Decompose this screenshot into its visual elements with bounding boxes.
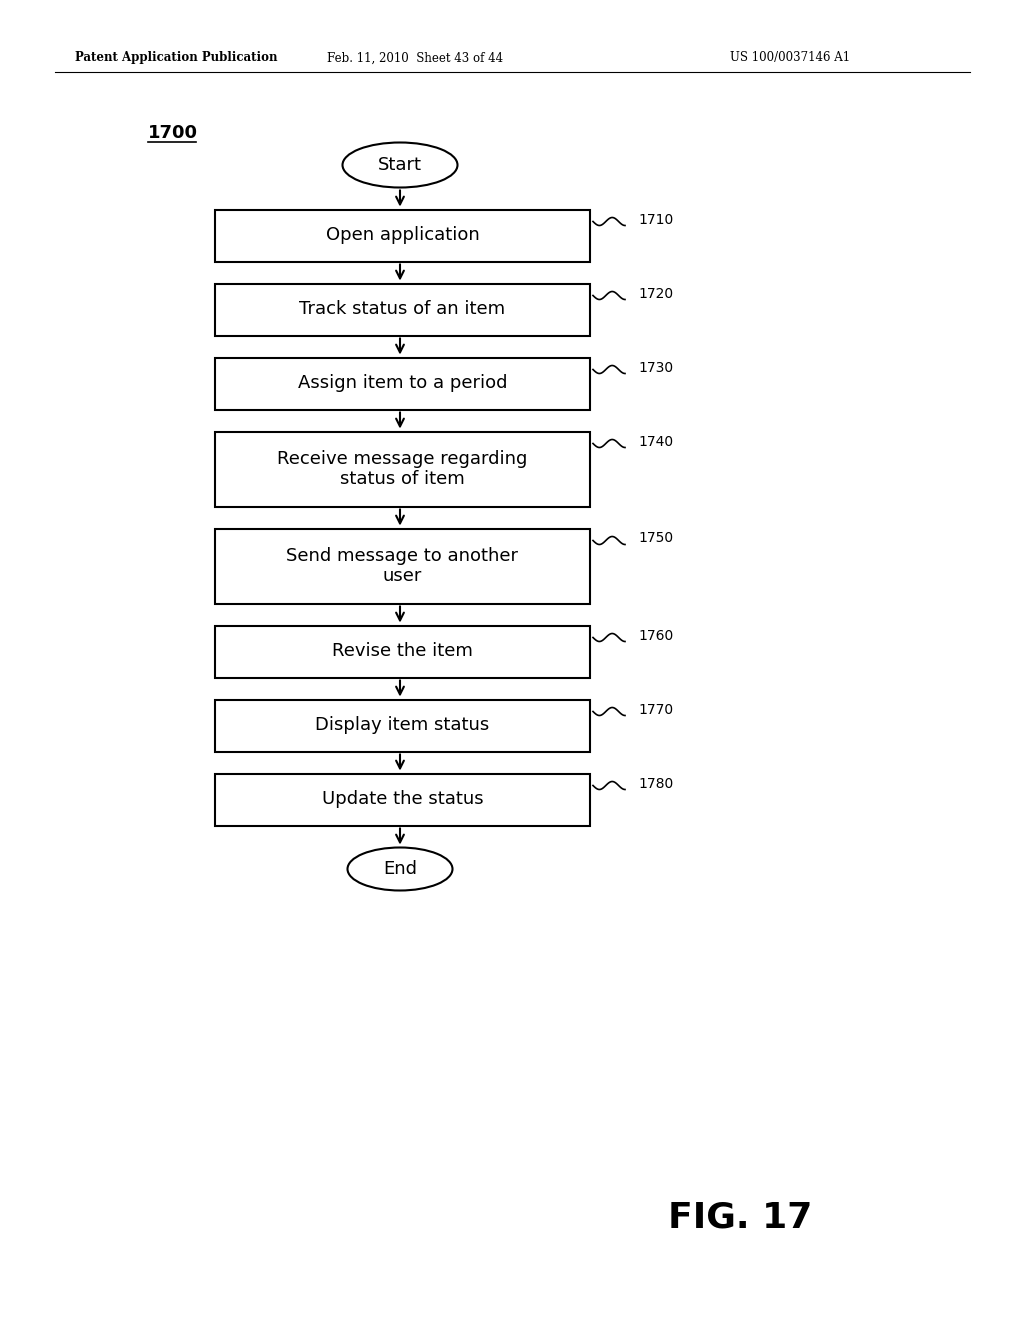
Text: Update the status: Update the status <box>322 791 483 808</box>
Text: 1770: 1770 <box>638 702 673 717</box>
Text: Receive message regarding
status of item: Receive message regarding status of item <box>278 450 527 488</box>
Bar <box>215 358 590 409</box>
Bar <box>215 432 590 507</box>
Text: 1780: 1780 <box>638 776 673 791</box>
Text: Track status of an item: Track status of an item <box>299 301 506 318</box>
Bar <box>215 774 590 825</box>
Bar <box>215 210 590 261</box>
Text: US 100/0037146 A1: US 100/0037146 A1 <box>730 51 850 65</box>
Text: Start: Start <box>378 156 422 174</box>
Text: 1730: 1730 <box>638 360 673 375</box>
Bar <box>215 284 590 335</box>
Text: Patent Application Publication: Patent Application Publication <box>75 51 278 65</box>
Text: Display item status: Display item status <box>315 717 489 734</box>
Text: Revise the item: Revise the item <box>332 643 473 660</box>
Text: Assign item to a period: Assign item to a period <box>298 375 507 392</box>
Text: Open application: Open application <box>326 227 479 244</box>
Text: 1760: 1760 <box>638 628 673 643</box>
Text: Feb. 11, 2010  Sheet 43 of 44: Feb. 11, 2010 Sheet 43 of 44 <box>327 51 503 65</box>
Text: 1700: 1700 <box>148 124 198 143</box>
Bar <box>215 700 590 751</box>
Text: End: End <box>383 861 417 878</box>
Ellipse shape <box>347 847 453 891</box>
Text: 1750: 1750 <box>638 532 673 545</box>
Bar <box>215 528 590 603</box>
Ellipse shape <box>342 143 458 187</box>
Text: 1710: 1710 <box>638 213 673 227</box>
Text: Send message to another
user: Send message to another user <box>287 546 518 585</box>
Bar <box>215 626 590 677</box>
Text: 1740: 1740 <box>638 434 673 449</box>
Text: FIG. 17: FIG. 17 <box>668 1201 812 1236</box>
Text: 1720: 1720 <box>638 286 673 301</box>
